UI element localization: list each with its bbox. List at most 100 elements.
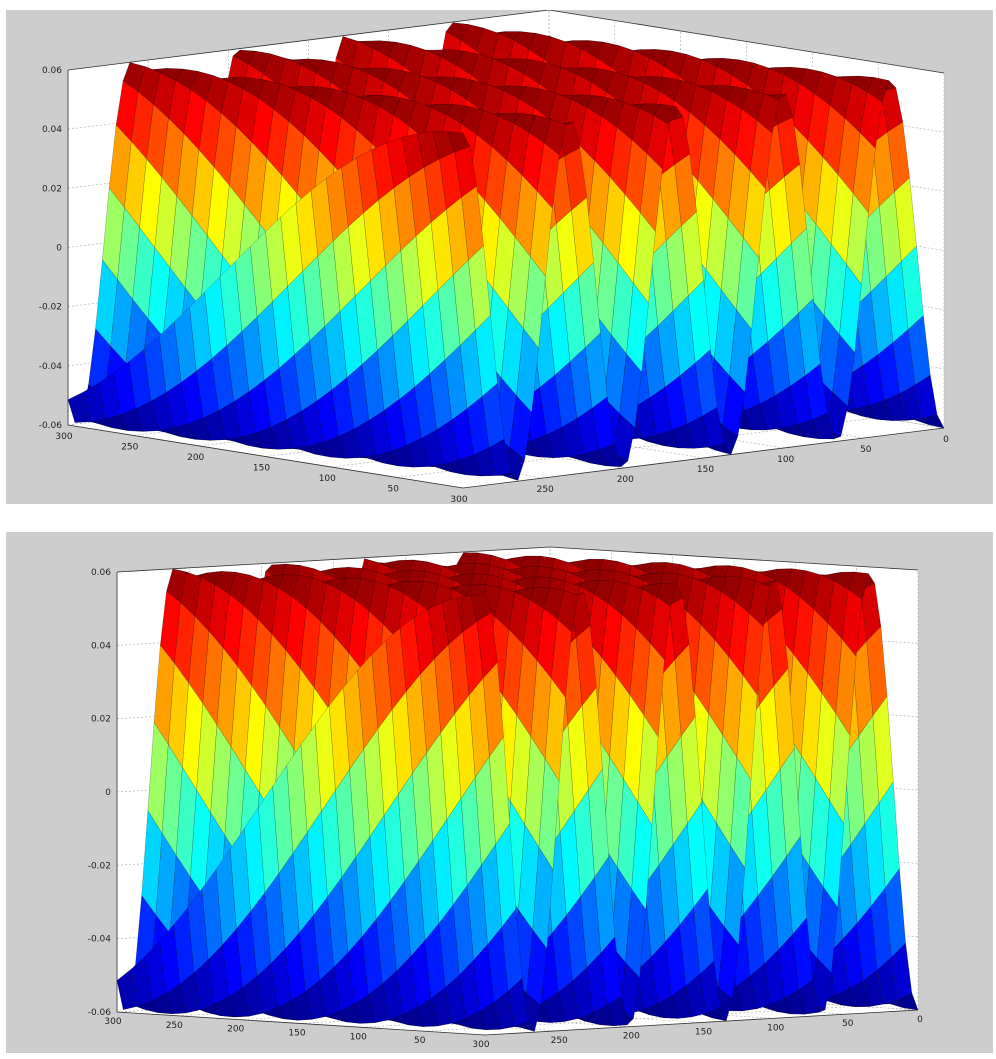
surface-face xyxy=(506,122,529,176)
surface-face xyxy=(487,926,509,1003)
surface-face xyxy=(447,131,471,153)
surface-face xyxy=(860,583,882,642)
surface-face xyxy=(335,36,359,70)
surface-face xyxy=(349,748,371,858)
surface-face xyxy=(347,936,369,1005)
surface-face xyxy=(653,104,677,126)
z-tick-label: 0.04 xyxy=(91,641,111,651)
x-tick-label: 150 xyxy=(695,1028,712,1038)
z-tick-label: -0.02 xyxy=(88,861,111,871)
axes-box xyxy=(116,546,919,1036)
surface-face xyxy=(360,455,383,464)
x-tick-label: 100 xyxy=(767,1023,784,1033)
surface-face xyxy=(229,126,252,205)
surface-face xyxy=(446,196,469,276)
y-tick-label: 300 xyxy=(104,1017,121,1027)
surface-face xyxy=(674,643,696,737)
surface-face xyxy=(313,896,334,981)
surface-face xyxy=(264,873,286,964)
surface-face xyxy=(451,1018,472,1029)
surface-face xyxy=(428,601,449,659)
surface-face xyxy=(315,705,336,812)
surface-face xyxy=(205,75,229,114)
surface-face xyxy=(272,764,294,874)
surface-face xyxy=(278,852,300,950)
surface-face xyxy=(817,887,838,974)
surface-face xyxy=(187,417,211,441)
surface-face xyxy=(145,941,166,1002)
y-tick-label: 200 xyxy=(227,1025,244,1035)
surface-face xyxy=(791,227,814,314)
surface-face xyxy=(452,885,474,975)
surface-face xyxy=(606,995,628,1026)
surface-face xyxy=(323,436,346,459)
x-tick-label: 250 xyxy=(537,485,554,495)
y-tick-label: 150 xyxy=(253,464,270,474)
surface-face xyxy=(468,245,491,331)
surface-face xyxy=(279,650,301,750)
surface-face xyxy=(724,845,745,946)
surface-face xyxy=(656,583,677,607)
z-tick-label: 0 xyxy=(105,788,111,798)
z-tick-label: -0.04 xyxy=(88,935,112,945)
surface-face xyxy=(285,58,308,65)
surface-face xyxy=(594,856,616,954)
tick-labels: 0.060.040.020-0.02-0.04-0.06300250200150… xyxy=(39,66,949,504)
surface-face xyxy=(389,580,410,594)
x-tick-label: 0 xyxy=(917,1015,923,1025)
surface-face xyxy=(872,696,894,803)
surface-mesh xyxy=(67,22,945,481)
surface-face xyxy=(495,473,519,481)
surface-face xyxy=(906,418,929,425)
surface-face xyxy=(462,620,484,696)
z-tick-label: -0.06 xyxy=(88,1008,112,1018)
surface-face xyxy=(650,596,671,661)
z-tick-label: 0.02 xyxy=(42,184,62,194)
surface-face xyxy=(641,434,664,446)
surface-plot-bottom-panel: 0.06 0.04 0.02 0 -0.02 -0.04 -0.06 300 250 200 150… xyxy=(6,532,993,1053)
z-tick-label: 0.06 xyxy=(42,66,62,76)
y-tick-label: 150 xyxy=(288,1029,305,1039)
x-tick-label: 200 xyxy=(617,475,634,485)
surface-face xyxy=(501,908,523,992)
surface-face xyxy=(320,583,341,637)
x-tick-label: 0 xyxy=(943,435,949,445)
surface-face xyxy=(285,410,309,449)
surface-face xyxy=(625,889,646,979)
surface-face xyxy=(488,438,512,476)
surface-face xyxy=(467,864,488,961)
axes-box xyxy=(67,10,945,489)
surface-face xyxy=(234,246,258,332)
surface-face xyxy=(147,247,171,338)
surface-face xyxy=(495,823,517,928)
z-tick-label: 0.06 xyxy=(91,568,111,578)
surface-face xyxy=(180,370,204,424)
surface-face xyxy=(494,587,516,630)
surface-face xyxy=(631,802,653,911)
surface-face xyxy=(456,595,478,633)
surface-face xyxy=(665,925,686,997)
x-tick-label: 200 xyxy=(623,1032,640,1042)
surface-face xyxy=(383,794,405,901)
surface-face xyxy=(116,968,138,1010)
surface-face xyxy=(470,594,492,622)
surface-face xyxy=(416,998,438,1027)
x-tick-label: 300 xyxy=(450,495,467,504)
surface-face xyxy=(432,131,455,159)
surface-face xyxy=(341,157,364,227)
surface-face xyxy=(693,888,715,975)
surface-plot-top-panel: 0.06 0.04 0.02 0 -0.02 -0.04 -0.06 300 250 200 150… xyxy=(6,10,993,504)
surface-face xyxy=(736,237,759,330)
surface-face xyxy=(445,104,469,124)
surface-face xyxy=(398,773,419,882)
surface-face xyxy=(244,685,266,793)
surface-face xyxy=(432,819,454,924)
surface-face xyxy=(718,926,739,1000)
surface-face xyxy=(687,802,708,908)
x-tick-label: 300 xyxy=(472,1040,489,1050)
surface-face xyxy=(798,979,820,1015)
surface-face xyxy=(414,608,435,675)
z-tick-label: 0 xyxy=(56,244,62,254)
